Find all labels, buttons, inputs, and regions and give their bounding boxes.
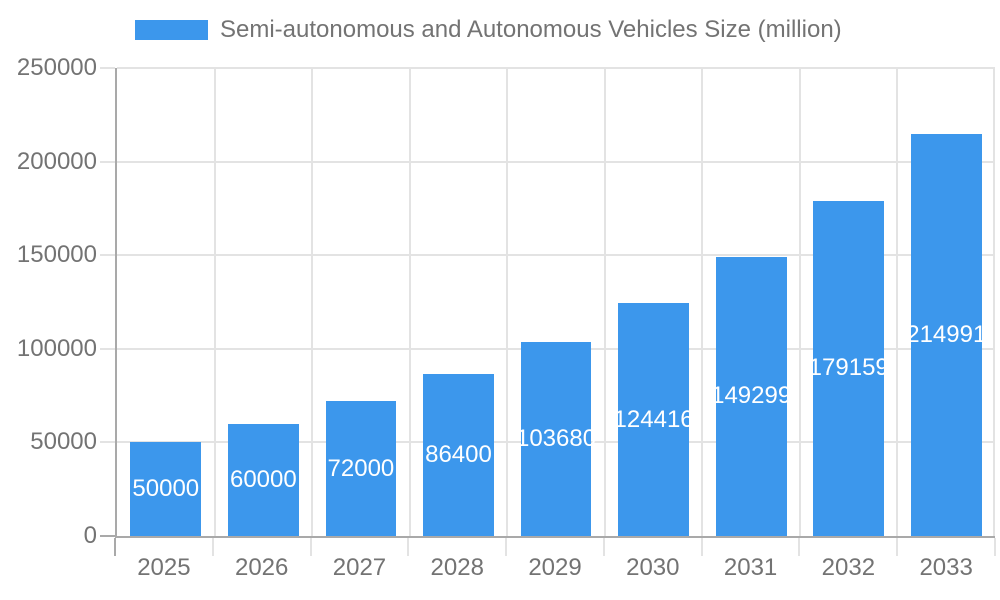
y-axis-tick	[100, 254, 115, 257]
bar-value-label: 103680	[515, 424, 597, 452]
bar: 149299	[711, 256, 791, 536]
y-axis-label: 0	[83, 522, 97, 549]
gridline-horizontal	[117, 160, 995, 163]
x-axis-tick	[994, 538, 996, 556]
bar: 103680	[516, 341, 596, 536]
y-axis-label: 150000	[16, 241, 97, 269]
y-axis-label: 100000	[16, 334, 97, 362]
x-axis-label: 2025	[137, 554, 191, 581]
x-axis-labels: 2025 2026 2027 2028 2029 2030 2031 2032 2033	[115, 554, 995, 582]
x-axis-tick	[505, 538, 508, 556]
bars-container: 50000 60000 72000 86400 103680 124416 149299 17…	[117, 68, 995, 536]
plot-area: 50000 60000 72000 86400 103680 124416 149299 17…	[115, 67, 995, 538]
bar: 124416	[614, 303, 694, 536]
bar-cell: 50000	[117, 68, 215, 536]
gridline-vertical	[603, 68, 606, 536]
bar: 86400	[423, 374, 494, 536]
bar-value-label: 60000	[229, 465, 297, 493]
bar-value-label: 50000	[132, 475, 200, 503]
y-axis-label: 200000	[16, 147, 97, 175]
x-axis-tick	[700, 538, 703, 556]
y-axis-label: 50000	[30, 428, 97, 456]
bar-value-label: 149299	[711, 382, 792, 410]
x-axis-label: 2029	[528, 554, 582, 581]
x-axis-tick	[309, 538, 312, 556]
bar-cell: 86400	[410, 68, 508, 536]
legend-label: Semi-autonomous and Autonomous Vehicles …	[220, 16, 842, 43]
bar: 72000	[325, 401, 397, 536]
bar-value-label: 86400	[425, 441, 492, 469]
y-axis-label: 250000	[16, 54, 97, 81]
x-axis-tick	[602, 538, 605, 556]
bar: 50000	[130, 442, 202, 536]
x-axis-label: 2031	[723, 554, 778, 581]
bar-cell: 72000	[312, 68, 410, 536]
gridline-horizontal	[117, 67, 995, 69]
gridline-vertical	[701, 68, 704, 536]
bar-cell: 179159	[800, 68, 898, 536]
bar-value-label: 124416	[613, 405, 694, 433]
legend: Semi-autonomous and Autonomous Vehicles …	[135, 16, 842, 43]
y-axis-tick	[100, 347, 115, 350]
y-axis-tick	[100, 441, 115, 444]
bar-value-label: 179159	[808, 354, 889, 382]
gridline-vertical	[506, 68, 509, 536]
gridline-vertical	[896, 68, 899, 536]
x-axis-label: 2033	[919, 554, 973, 581]
bar-cell: 214991	[898, 68, 996, 536]
gridline-vertical	[213, 68, 216, 536]
gridline-vertical	[311, 68, 314, 536]
bar-cell: 60000	[215, 68, 313, 536]
x-axis-label: 2030	[626, 554, 680, 581]
x-axis-label: 2027	[332, 554, 387, 581]
x-axis-tick	[798, 538, 801, 556]
x-axis-label: 2026	[234, 554, 289, 581]
bar-cell: 149299	[702, 68, 800, 536]
legend-swatch	[135, 20, 208, 40]
y-axis-tick	[100, 535, 117, 537]
x-axis-tick	[407, 538, 410, 556]
bar-value-label: 214991	[906, 320, 987, 348]
x-axis-tick	[211, 538, 214, 556]
bar-value-label: 72000	[327, 454, 395, 482]
x-axis-tick	[896, 538, 899, 556]
x-axis-tick	[114, 538, 116, 556]
bar-cell: 124416	[605, 68, 703, 536]
gridline-vertical	[798, 68, 801, 536]
y-axis-tick	[100, 160, 115, 163]
gridline-horizontal	[117, 254, 995, 257]
gridline-vertical	[408, 68, 411, 536]
x-axis-label: 2028	[430, 554, 484, 581]
bar: 60000	[227, 423, 299, 536]
y-axis-tick	[100, 67, 115, 69]
x-axis-label: 2032	[821, 554, 876, 581]
bar: 214991	[906, 133, 986, 536]
gridline-vertical	[993, 68, 995, 536]
bar-cell: 103680	[507, 68, 605, 536]
bar: 179159	[809, 200, 889, 536]
